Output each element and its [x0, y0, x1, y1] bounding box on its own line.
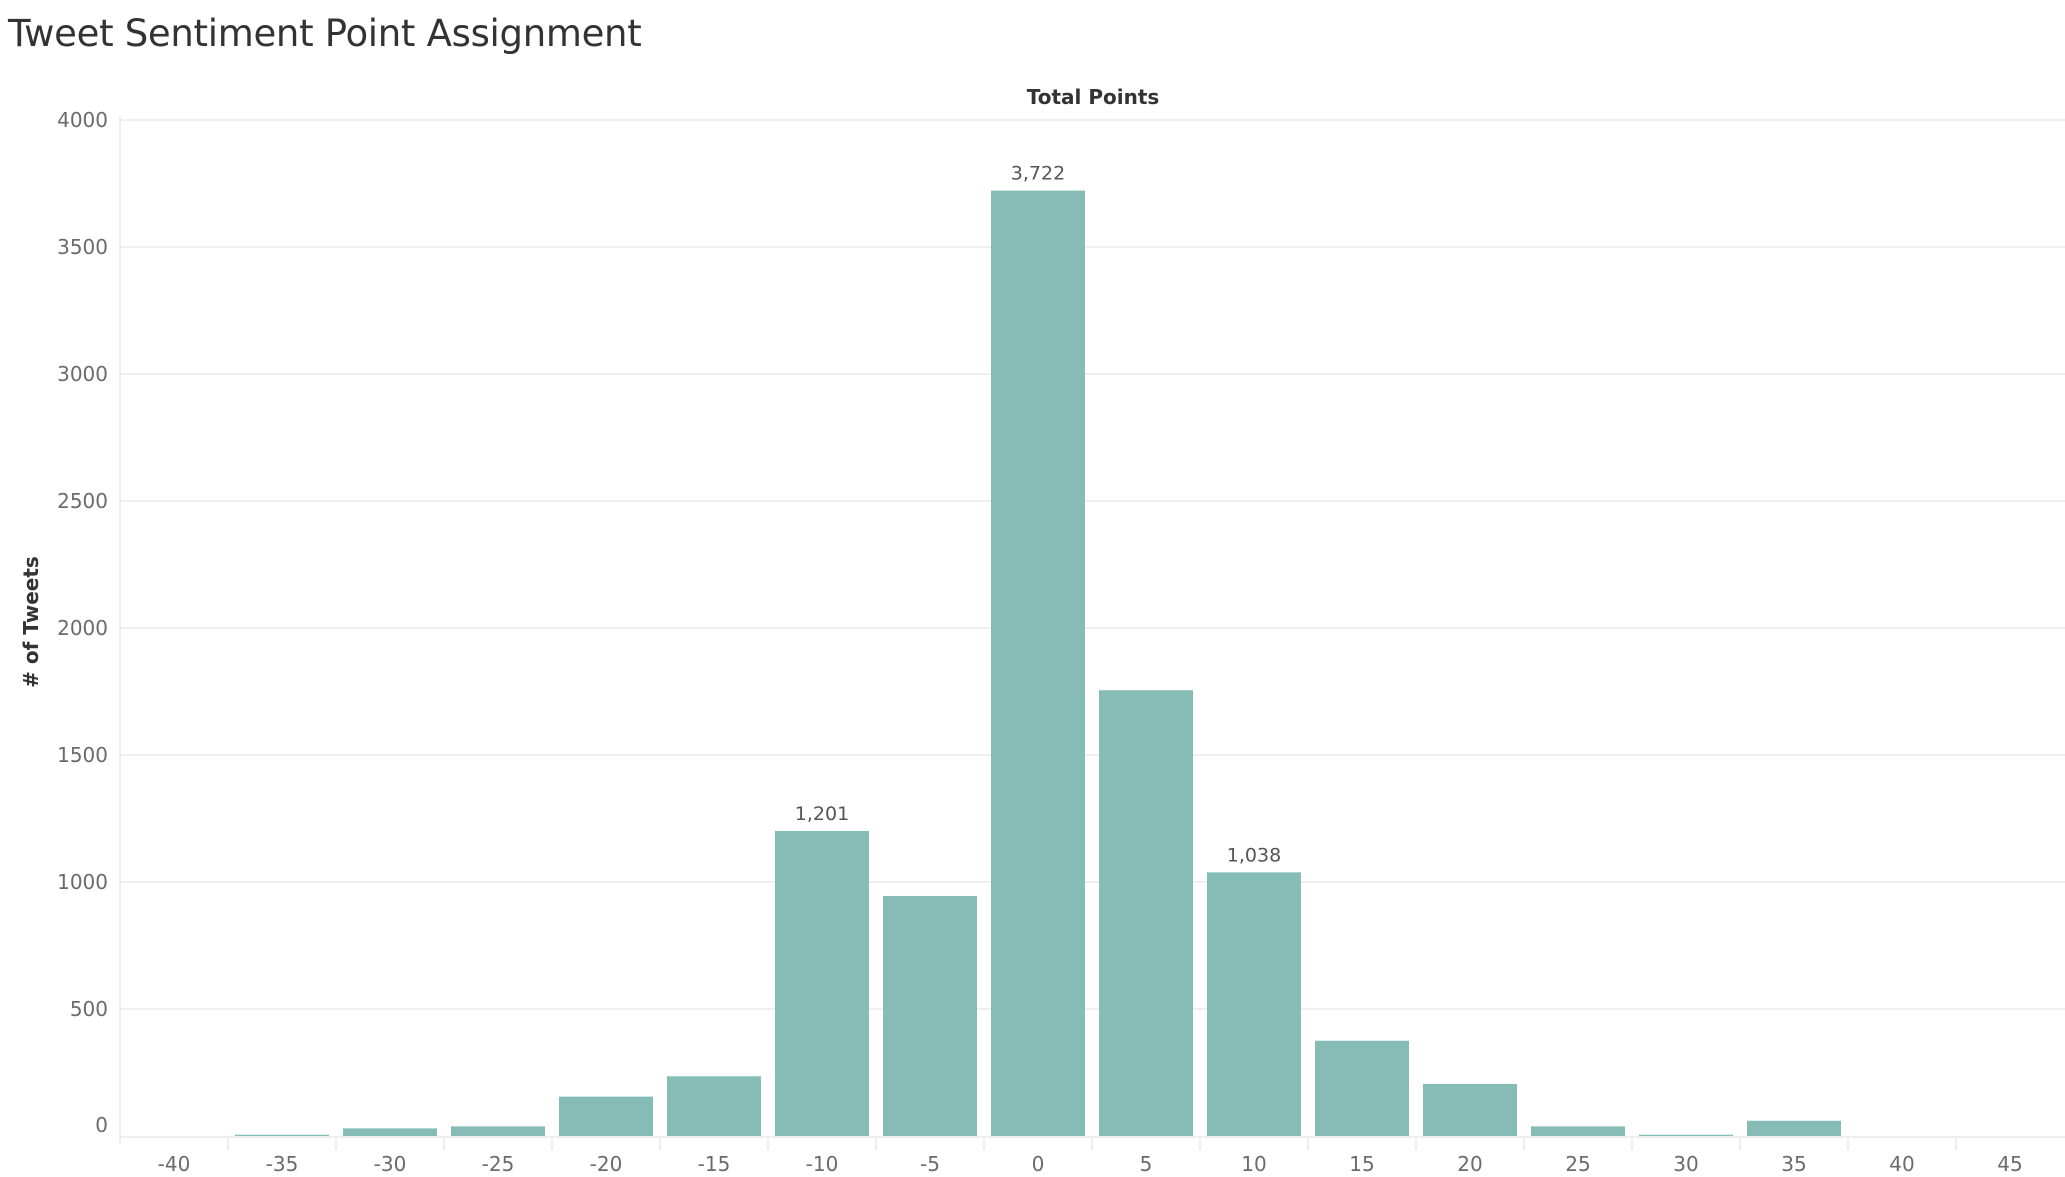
x-tick-label: -35 [266, 1152, 299, 1176]
bar--15 [667, 1076, 761, 1136]
x-tick-label: 5 [1140, 1152, 1153, 1176]
bar-20 [1423, 1083, 1517, 1136]
x-tick-label: 40 [1889, 1152, 1914, 1176]
x-tick-label: -15 [698, 1152, 731, 1176]
y-tick-label: 500 [70, 997, 108, 1021]
x-tick-label: 10 [1241, 1152, 1266, 1176]
x-tick-label: 15 [1349, 1152, 1374, 1176]
grid-lines [119, 116, 2065, 1144]
bar--5 [883, 895, 977, 1136]
data-label: 3,722 [1011, 163, 1065, 185]
bar--35 [235, 1134, 329, 1136]
bar--20 [559, 1096, 653, 1136]
bar-25 [1531, 1126, 1625, 1136]
bar-5 [1099, 690, 1193, 1136]
y-tick-label: 0 [95, 1113, 108, 1137]
bar--25 [451, 1126, 545, 1136]
x-axis: -40 -35 -30 -25 -20 -15 -10 -5 0 5 10 15 20 25 30 35 40 4… [158, 1138, 2023, 1176]
x-axis-title: Total Points [1027, 85, 1160, 109]
x-tick-label: 45 [1997, 1152, 2022, 1176]
x-tick-label: 0 [1032, 1152, 1045, 1176]
y-tick-label: 1000 [57, 870, 108, 894]
bar--30 [343, 1128, 437, 1136]
data-label: 1,201 [795, 803, 849, 825]
bar-30 [1639, 1134, 1733, 1136]
x-tick-label: -25 [482, 1152, 515, 1176]
page-title: Tweet Sentiment Point Assignment [8, 12, 642, 55]
bar-15 [1315, 1040, 1409, 1136]
x-tick-label: 35 [1781, 1152, 1806, 1176]
x-tick-label: 25 [1565, 1152, 1590, 1176]
y-tick-label: 2000 [57, 616, 108, 640]
data-labels: 1,201 3,722 1,038 [795, 163, 1281, 867]
bar--10 [775, 830, 869, 1136]
data-label: 1,038 [1227, 844, 1281, 866]
bar-10 [1207, 872, 1301, 1136]
x-tick-label: -40 [158, 1152, 191, 1176]
y-axis-title: # of Tweets [19, 556, 43, 688]
bar-0 [991, 190, 1085, 1136]
y-tick-label: 3500 [57, 235, 108, 259]
bars [235, 190, 1841, 1136]
y-tick-label: 3000 [57, 362, 108, 386]
y-tick-label: 2500 [57, 489, 108, 513]
x-tick-label: -10 [806, 1152, 839, 1176]
x-tick-label: -20 [590, 1152, 623, 1176]
x-tick-label: -5 [920, 1152, 940, 1176]
y-tick-label: 1500 [57, 743, 108, 767]
y-tick-label: 4000 [57, 108, 108, 132]
y-axis: 0 500 1000 1500 2000 2500 3000 3500 4000 [57, 108, 108, 1137]
bar-35 [1747, 1120, 1841, 1136]
x-tick-label: -30 [374, 1152, 407, 1176]
x-tick-label: 20 [1457, 1152, 1482, 1176]
x-tick-label: 30 [1673, 1152, 1698, 1176]
